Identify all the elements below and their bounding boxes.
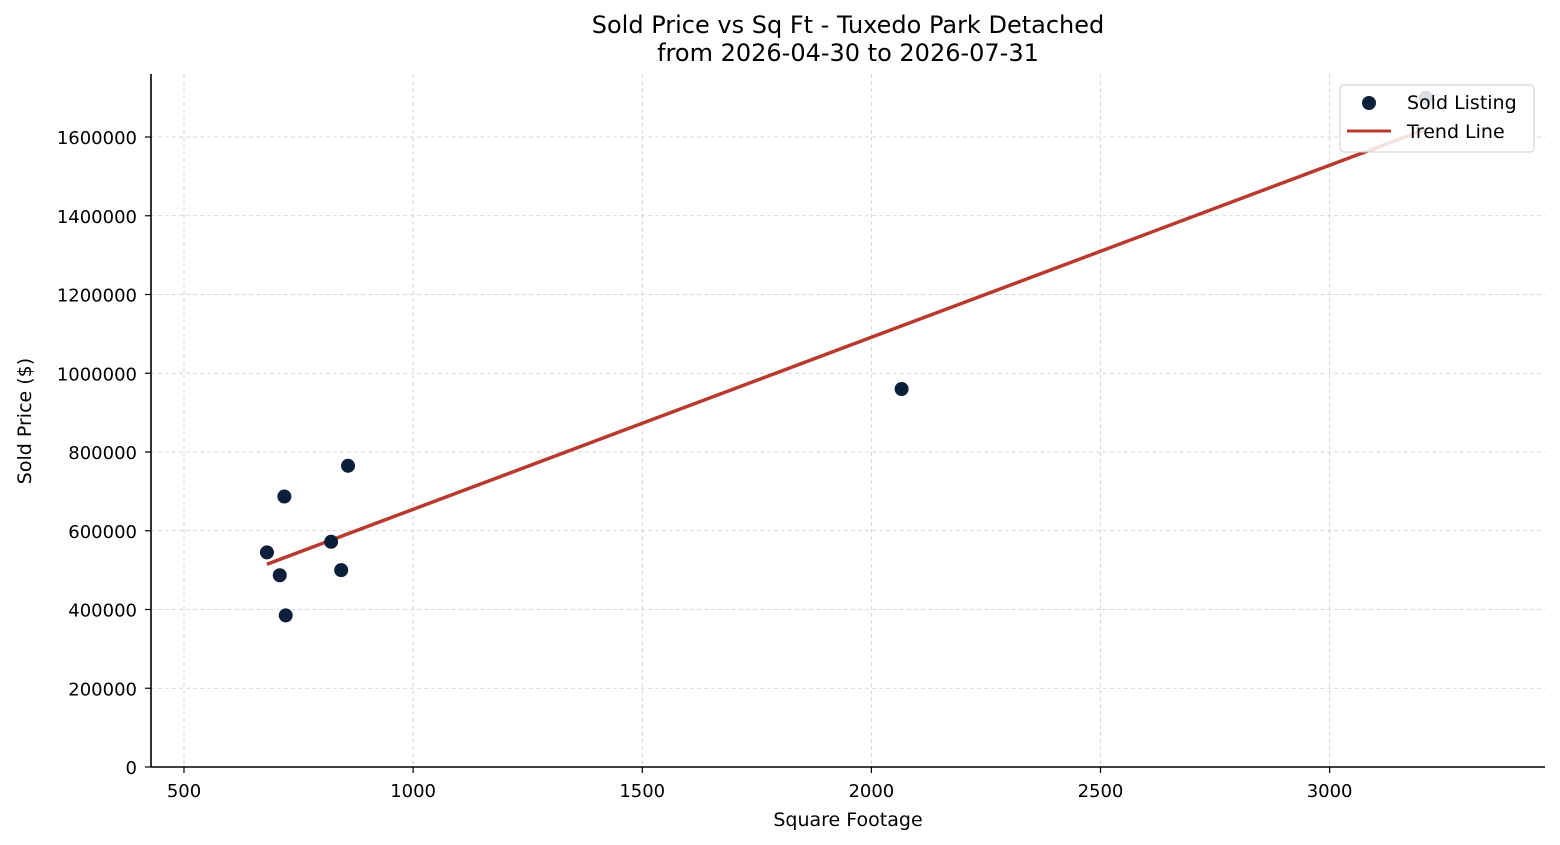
scatter-point <box>341 458 356 473</box>
x-tick-label: 2500 <box>1078 781 1124 802</box>
x-tick-label: 500 <box>167 781 201 802</box>
y-tick-label: 1200000 <box>57 286 137 307</box>
y-tick-label: 1600000 <box>57 128 137 149</box>
grid-lines <box>151 74 1545 768</box>
x-tick-label: 3000 <box>1307 781 1353 802</box>
legend-box <box>1339 84 1535 153</box>
tick-labels: 500 1000 1500 2000 2500 3000 0 200000 400000 6000… <box>57 128 1353 802</box>
scatter-point <box>894 382 909 396</box>
legend-label-trend: Trend Line <box>1406 121 1505 143</box>
plot-series <box>259 90 1433 623</box>
scatter-point <box>277 489 292 504</box>
chart-subtitle: from 2026-04-30 to 2026-07-31 <box>657 39 1039 67</box>
axes <box>145 74 1545 773</box>
scatter-point <box>272 568 287 583</box>
x-tick-label: 2000 <box>848 781 894 802</box>
y-tick-label: 800000 <box>68 443 137 464</box>
chart-title: Sold Price vs Sq Ft - Tuxedo Park Detach… <box>592 11 1104 39</box>
scatter-point <box>259 545 274 560</box>
scatter-point <box>324 534 339 549</box>
legend: Sold Listing Trend Line <box>1339 84 1535 153</box>
scatter-point <box>334 563 349 578</box>
legend-label-scatter: Sold Listing <box>1407 92 1517 114</box>
y-tick-label: 1400000 <box>57 207 137 228</box>
y-tick-label: 400000 <box>68 601 137 622</box>
y-tick-label: 0 <box>126 758 137 779</box>
y-axis-label: Sold Price ($) <box>14 358 36 484</box>
x-axis-label: Square Footage <box>773 809 922 831</box>
y-tick-label: 1000000 <box>57 364 137 385</box>
y-tick-label: 200000 <box>68 679 137 700</box>
x-tick-label: 1500 <box>619 781 665 802</box>
y-tick-label: 600000 <box>68 522 137 543</box>
x-tick-label: 1000 <box>390 781 436 802</box>
trend-line <box>266 127 1427 566</box>
legend-scatter-marker <box>1362 96 1376 110</box>
scatter-point <box>278 608 293 623</box>
